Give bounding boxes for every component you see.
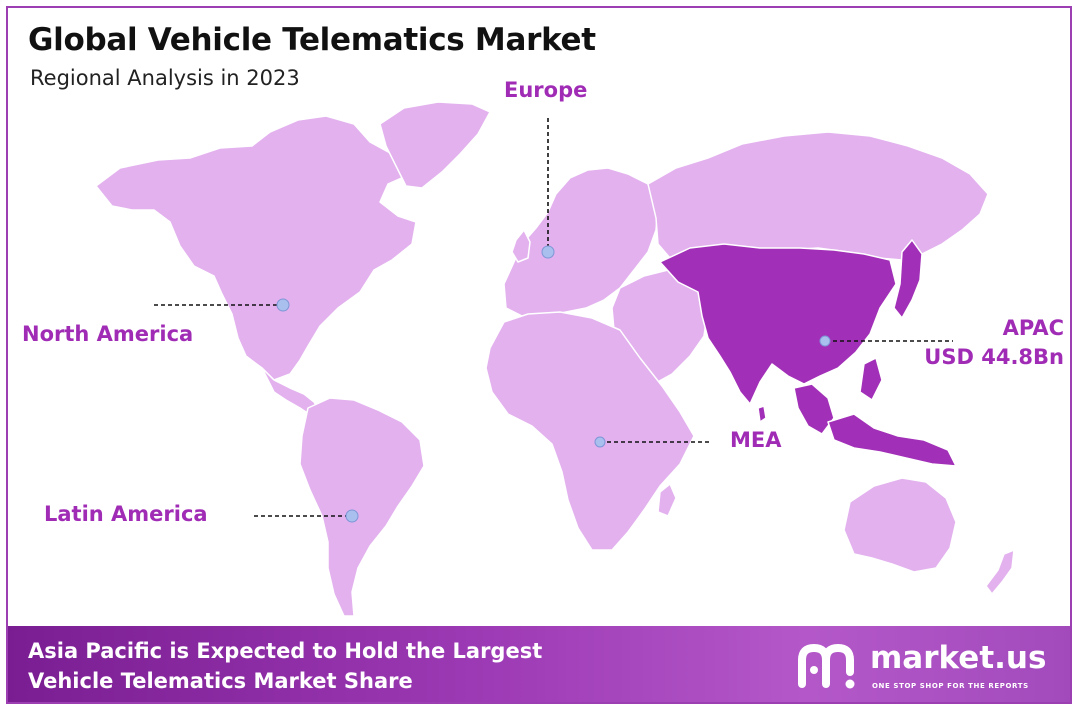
page-title: Global Vehicle Telematics Market bbox=[28, 22, 596, 58]
region-russia bbox=[647, 131, 989, 261]
page-subtitle: Regional Analysis in 2023 bbox=[30, 66, 300, 90]
leader-lines bbox=[154, 118, 953, 517]
region-australia bbox=[843, 477, 957, 573]
label-apac-name: APAC bbox=[1002, 316, 1064, 340]
label-apac: APAC USD 44.8Bn bbox=[904, 314, 1064, 372]
market-us-logo-icon bbox=[798, 643, 855, 689]
infographic-frame: Global Vehicle Telematics Market Regiona… bbox=[6, 6, 1072, 704]
label-north-america: North America bbox=[22, 322, 194, 346]
brand-tagline: ONE STOP SHOP FOR THE REPORTS bbox=[872, 682, 1029, 690]
region-mea bbox=[485, 311, 695, 551]
region-greenland bbox=[379, 101, 491, 189]
label-europe: Europe bbox=[504, 78, 588, 102]
region-apac bbox=[659, 243, 897, 405]
markers bbox=[276, 245, 831, 523]
brand-name: market.us bbox=[870, 640, 1047, 676]
marker-latin-america bbox=[345, 509, 359, 523]
footer-line-2: Vehicle Telematics Market Share bbox=[28, 669, 413, 693]
marker-north-america bbox=[276, 298, 290, 312]
label-latin-america: Latin America bbox=[44, 502, 208, 526]
region-indonesia bbox=[827, 413, 957, 467]
region-philippines bbox=[859, 357, 883, 401]
region-japan bbox=[893, 239, 923, 319]
region-north-america bbox=[95, 115, 417, 381]
land-masses bbox=[95, 101, 1015, 617]
region-latin-america bbox=[299, 397, 425, 617]
label-mea: MEA bbox=[730, 428, 782, 452]
region-sri-lanka bbox=[757, 405, 767, 423]
world-map bbox=[95, 101, 1015, 617]
region-madagascar bbox=[657, 483, 677, 517]
marker-europe bbox=[541, 245, 555, 259]
region-uk bbox=[511, 229, 531, 263]
footer-banner: Asia Pacific is Expected to Hold the Lar… bbox=[8, 626, 1070, 702]
marker-apac bbox=[819, 335, 831, 347]
marker-mea bbox=[594, 436, 606, 448]
apac-highlight bbox=[659, 239, 957, 467]
brand-logo: market.us ONE STOP SHOP FOR THE REPORTS bbox=[796, 640, 1046, 696]
region-new-zealand bbox=[985, 549, 1015, 595]
region-southeast-asia bbox=[793, 383, 835, 435]
footer-text: Asia Pacific is Expected to Hold the Lar… bbox=[28, 636, 542, 696]
footer-line-1: Asia Pacific is Expected to Hold the Lar… bbox=[28, 639, 543, 663]
label-apac-value: USD 44.8Bn bbox=[924, 345, 1064, 369]
